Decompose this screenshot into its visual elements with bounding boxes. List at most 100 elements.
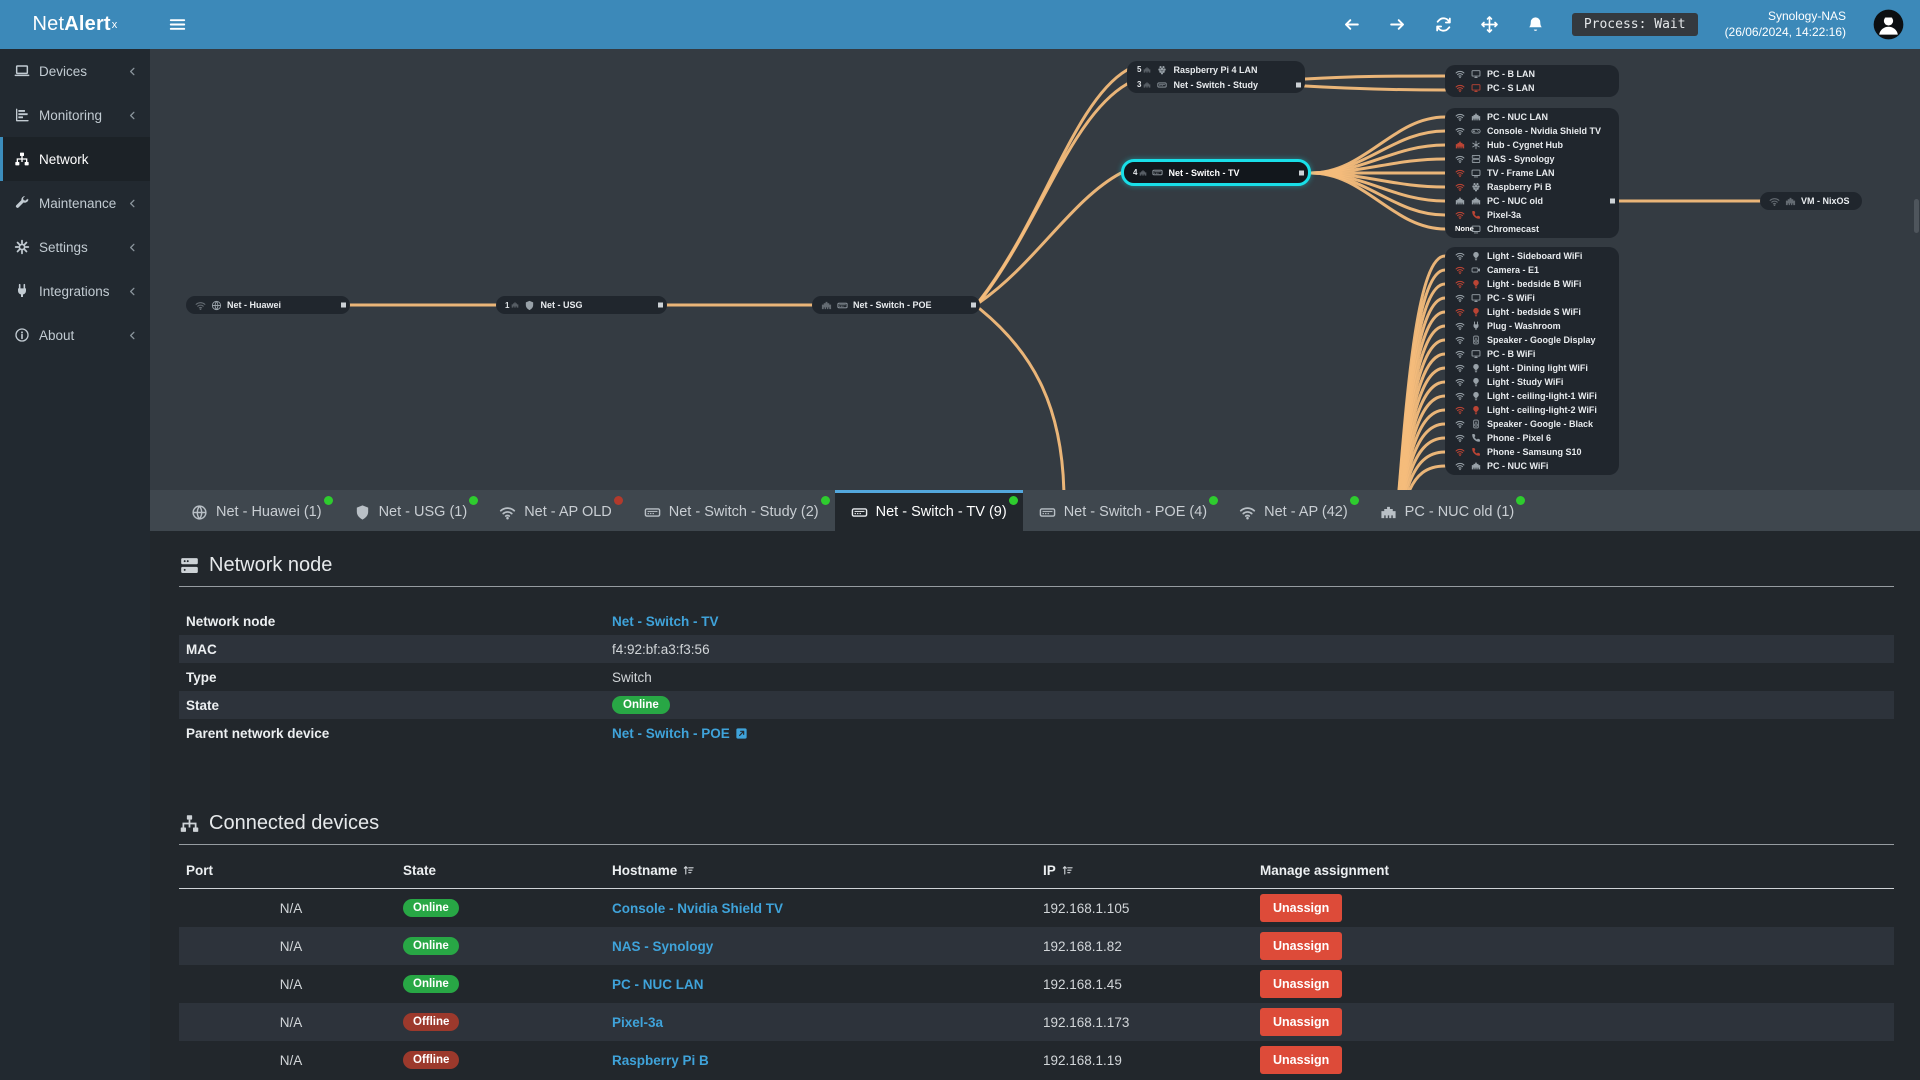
unassign-button[interactable]: Unassign xyxy=(1260,1008,1343,1036)
hostname-link[interactable]: Raspberry Pi B xyxy=(612,1052,709,1068)
raspberry-icon xyxy=(1471,182,1481,192)
sidebar-item[interactable]: About xyxy=(0,313,150,357)
topology-device-row[interactable]: Light - Dining light WiFi xyxy=(1445,361,1619,375)
node-tab[interactable]: Net - USG (1) xyxy=(338,490,484,531)
topology-node-row[interactable]: 3 Net - Switch - Study xyxy=(1127,77,1305,92)
parent-node-link[interactable]: Net - Switch - POE xyxy=(612,725,730,741)
topology-device-row[interactable]: Phone - Samsung S10 xyxy=(1445,445,1619,459)
sidebar-item[interactable]: Settings xyxy=(0,225,150,269)
unassign-button[interactable]: Unassign xyxy=(1260,894,1343,922)
device-label: Light - bedside S WiFi xyxy=(1487,307,1581,317)
navbar-actions: Process: Wait Synology-NAS (26/06/2024, … xyxy=(1342,9,1920,40)
detail-label: Network node xyxy=(186,613,276,629)
unassign-button[interactable]: Unassign xyxy=(1260,932,1343,960)
wifi-icon xyxy=(1455,461,1465,471)
sidebar-item[interactable]: Network xyxy=(0,137,150,181)
wifi-icon xyxy=(1455,168,1465,178)
topology-device-row[interactable]: PC - NUC WiFi xyxy=(1445,459,1619,473)
node-link[interactable]: Net - Switch - TV xyxy=(612,613,719,629)
hostname-link[interactable]: Console - Nvidia Shield TV xyxy=(612,900,784,916)
topology-device-row[interactable]: Light - Study WiFi xyxy=(1445,375,1619,389)
topology-device-row[interactable]: Raspberry Pi B xyxy=(1445,180,1619,194)
topology-device-row[interactable]: Light - Sideboard WiFi xyxy=(1445,249,1619,263)
arrow-right-icon[interactable] xyxy=(1388,15,1407,34)
process-status[interactable]: Process: Wait xyxy=(1571,13,1698,36)
topology-device-row[interactable]: Light - bedside S WiFi xyxy=(1445,305,1619,319)
network-topology-canvas[interactable]: Net - Huawei 1 Net - USG Net - Switch - … xyxy=(150,49,1920,490)
unassign-button[interactable]: Unassign xyxy=(1260,970,1343,998)
bell-icon[interactable] xyxy=(1526,15,1545,34)
wifi-icon xyxy=(1455,69,1465,79)
topology-device-row[interactable]: Light - bedside B WiFi xyxy=(1445,277,1619,291)
app-logo[interactable]: Net Alert x xyxy=(0,0,150,49)
topology-node[interactable]: 1 Net - USG xyxy=(496,296,667,314)
hostname-link[interactable]: PC - NUC LAN xyxy=(612,976,704,992)
user-avatar[interactable] xyxy=(1873,9,1904,40)
detail-value: Switch xyxy=(612,669,652,685)
node-tab[interactable]: Net - AP (42) xyxy=(1223,490,1364,531)
node-tab[interactable]: Net - Switch - TV (9) xyxy=(834,490,1023,531)
sidebar-item[interactable]: Integrations xyxy=(0,269,150,313)
col-hostname: Hostname xyxy=(612,863,1043,878)
topology-device-row[interactable]: Light - ceiling-light-1 WiFi xyxy=(1445,389,1619,403)
device-label: Speaker - Google - Black xyxy=(1487,419,1594,429)
eth-icon xyxy=(1139,169,1147,177)
cell-port: N/A xyxy=(279,1052,303,1068)
selected-node[interactable]: 4 Net - Switch - TV xyxy=(1121,159,1311,186)
bulb-icon xyxy=(1471,363,1481,373)
topology-device-row[interactable]: PC - NUC LAN xyxy=(1445,110,1619,124)
sort-icon[interactable] xyxy=(1061,864,1074,877)
sidebar-item[interactable]: Monitoring xyxy=(0,93,150,137)
status-dot xyxy=(1209,496,1219,505)
device-label: Light - Study WiFi xyxy=(1487,377,1564,387)
topology-node[interactable]: Net - Huawei xyxy=(186,296,350,314)
hostname-link[interactable]: NAS - Synology xyxy=(612,938,714,954)
external-link-icon[interactable] xyxy=(735,727,748,740)
state-pill: Online xyxy=(403,899,459,917)
sort-icon[interactable] xyxy=(682,864,695,877)
eth-icon xyxy=(821,300,832,311)
wifi-icon xyxy=(1455,349,1465,359)
topology-device-row[interactable]: PC - S WiFi xyxy=(1445,291,1619,305)
topology-device-row[interactable]: TV - Frame LAN xyxy=(1445,166,1619,180)
topology-device-row[interactable]: PC - S LAN xyxy=(1445,81,1619,95)
topology-node-row[interactable]: 5 Raspberry Pi 4 LAN xyxy=(1127,62,1305,77)
node-tab[interactable]: Net - Switch - POE (4) xyxy=(1023,490,1223,531)
sidebar-item[interactable]: Maintenance xyxy=(0,181,150,225)
topology-device-row[interactable]: Console - Nvidia Shield TV xyxy=(1445,124,1619,138)
topology-node[interactable]: Net - Switch - POE xyxy=(812,296,980,314)
node-tab[interactable]: PC - NUC old (1) xyxy=(1364,490,1531,531)
topology-device-row[interactable]: None Chromecast xyxy=(1445,222,1619,236)
divider xyxy=(179,844,1894,845)
topology-device-row[interactable]: Speaker - Google - Black xyxy=(1445,417,1619,431)
topology-device-row[interactable]: Camera - E1 xyxy=(1445,263,1619,277)
topology-device-row[interactable]: PC - B LAN xyxy=(1445,67,1619,81)
node-tab[interactable]: Net - Switch - Study (2) xyxy=(628,490,835,531)
topology-device-row[interactable]: Light - ceiling-light-2 WiFi xyxy=(1445,403,1619,417)
unassign-button[interactable]: Unassign xyxy=(1260,1046,1343,1074)
node-tab[interactable]: Net - Huawei (1) xyxy=(175,490,338,531)
globe-icon xyxy=(191,504,208,521)
sidebar-item[interactable]: Devices xyxy=(0,49,150,93)
sidebar-toggle-button[interactable] xyxy=(150,0,205,49)
refresh-icon[interactable] xyxy=(1434,15,1453,34)
topology-device-row[interactable]: Pixel-3a xyxy=(1445,208,1619,222)
topology-device-row[interactable]: PC - NUC old xyxy=(1445,194,1619,208)
hostname-link[interactable]: Pixel-3a xyxy=(612,1014,664,1030)
topology-device-row[interactable]: Speaker - Google Display xyxy=(1445,333,1619,347)
topology-device-row[interactable]: Phone - Pixel 6 xyxy=(1445,431,1619,445)
device-label: PC - NUC LAN xyxy=(1487,112,1548,122)
topology-device-row[interactable]: NAS - Synology xyxy=(1445,152,1619,166)
node-tab[interactable]: Net - AP OLD xyxy=(483,490,628,531)
port-number: 4 xyxy=(1133,168,1147,177)
topology-device-row[interactable]: Hub - Cygnet Hub xyxy=(1445,138,1619,152)
topology-device-row[interactable]: Plug - Washroom xyxy=(1445,319,1619,333)
topology-node-group[interactable]: 5 Raspberry Pi 4 LAN 3 Net - Switch - St… xyxy=(1127,61,1305,93)
topology-device-row[interactable]: PC - B WiFi xyxy=(1445,347,1619,361)
move-icon[interactable] xyxy=(1480,15,1499,34)
topology-scrollbar[interactable] xyxy=(1914,199,1919,233)
eth-icon xyxy=(511,301,519,309)
topology-node-vm[interactable]: VM - NixOS xyxy=(1760,192,1862,210)
arrow-left-icon[interactable] xyxy=(1342,15,1361,34)
device-label: PC - NUC WiFi xyxy=(1487,461,1549,471)
